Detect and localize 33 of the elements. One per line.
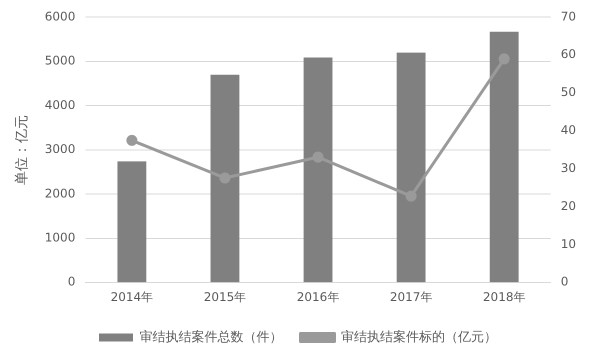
point	[312, 152, 324, 163]
y2-tick-label: 20	[560, 198, 576, 213]
point	[126, 134, 138, 146]
y2-tick-label: 60	[560, 47, 576, 62]
x-tick-label: 2014年	[110, 290, 154, 304]
y2-tick-label: 70	[560, 9, 576, 24]
y2-tick-label: 30	[560, 160, 576, 175]
bar	[396, 52, 426, 282]
y-tick-label: 6000	[44, 9, 76, 24]
y-tick-label: 0	[68, 274, 76, 289]
x-tick-label: 2018年	[482, 290, 526, 304]
x-tick-label: 2016年	[296, 290, 340, 304]
y-tick-label: 1000	[44, 230, 76, 244]
y-axis-title: 单位：亿元	[14, 114, 30, 185]
point	[498, 53, 510, 64]
y2-tick-label: 50	[560, 85, 576, 100]
x-tick-label: 2015年	[204, 290, 246, 304]
legend-label: 审结执结案件标的（亿元）	[341, 328, 497, 345]
bar	[490, 32, 519, 282]
point	[406, 190, 417, 202]
y-tick-label: 2000	[44, 186, 76, 200]
bar	[117, 161, 146, 282]
x-tick-label: 2017年	[390, 290, 432, 304]
y2-tick-label: 40	[560, 123, 576, 138]
y2-tick-label: 0	[560, 274, 568, 289]
y-tick-label: 3000	[44, 142, 76, 156]
bar	[210, 74, 240, 282]
bar	[304, 57, 332, 282]
y-tick-label: 5000	[44, 54, 76, 68]
legend-label: 审结执结案件总数（件）	[140, 328, 282, 345]
y2-tick-label: 10	[560, 236, 576, 251]
point	[219, 172, 230, 184]
y-tick-label: 4000	[44, 98, 76, 112]
